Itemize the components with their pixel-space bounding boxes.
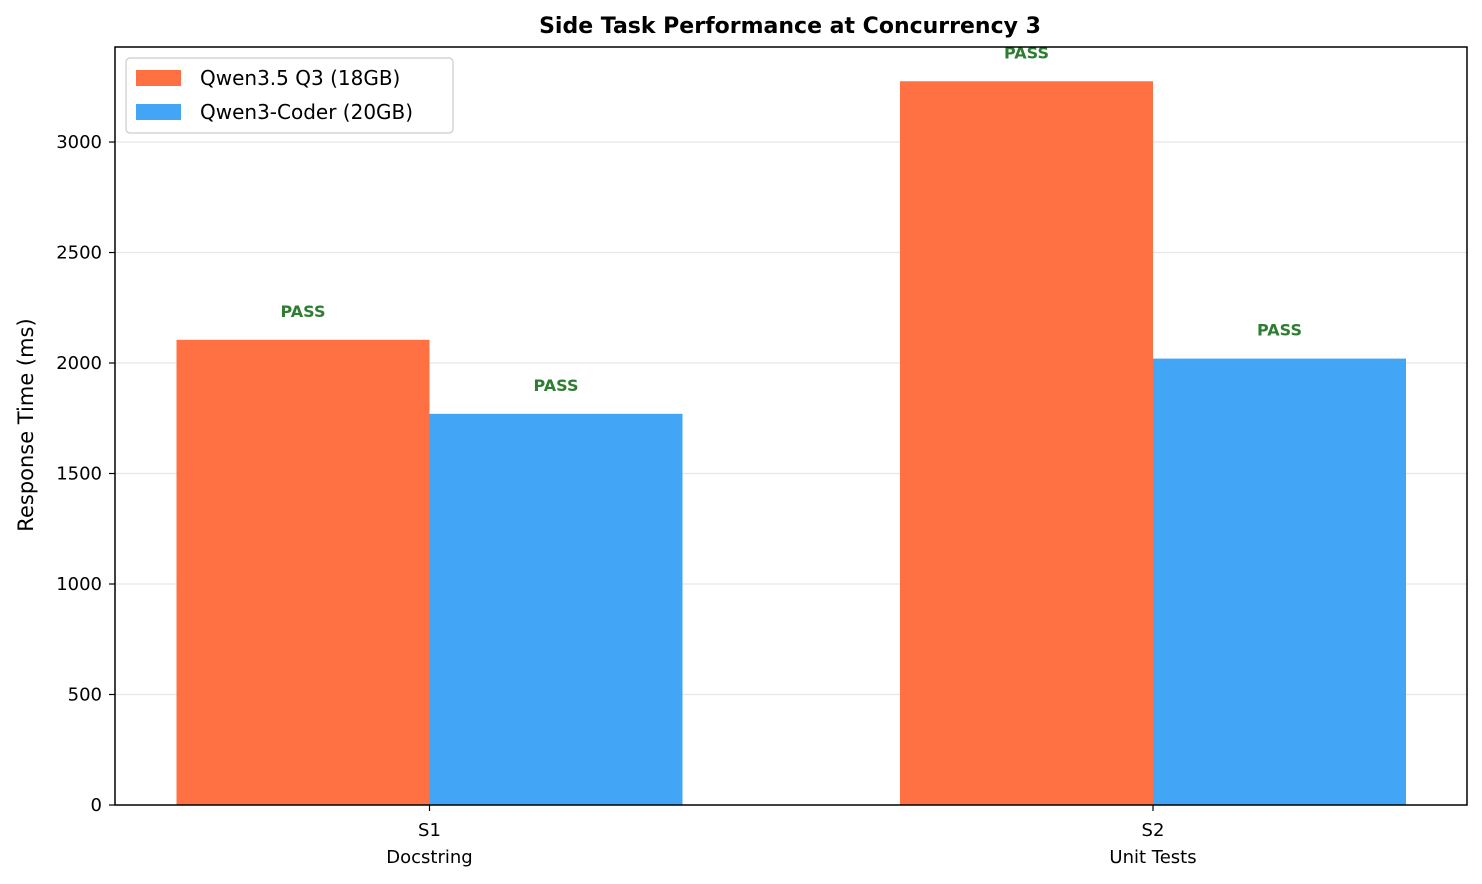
y-tick-label: 500 (68, 685, 102, 706)
bar-s2-series-2 (1153, 359, 1406, 805)
x-tick-label-code: S1 (418, 820, 441, 841)
bar-s1-series-2 (430, 414, 683, 805)
x-tick-label-name: Docstring (386, 847, 472, 868)
bar-status-label: PASS (1004, 43, 1049, 62)
y-tick-label: 0 (91, 795, 102, 816)
bar-status-label: PASS (1257, 321, 1302, 340)
legend: Qwen3.5 Q3 (18GB) Qwen3-Coder (20GB) (126, 58, 453, 133)
legend-swatch (136, 104, 181, 120)
y-tick-label: 3000 (56, 132, 102, 153)
legend-swatch (136, 70, 181, 86)
y-axis-label: Response Time (ms) (14, 318, 38, 531)
bar-s2-series-1 (900, 81, 1153, 805)
legend-label: Qwen3.5 Q3 (18GB) (200, 66, 400, 90)
legend-label: Qwen3-Coder (20GB) (200, 100, 413, 124)
y-tick-label: 1000 (56, 574, 102, 595)
bar-status-label: PASS (281, 302, 326, 321)
chart-title: Side Task Performance at Concurrency 3 (539, 14, 1041, 39)
bar-status-label: PASS (534, 376, 579, 395)
x-tick-label-name: Unit Tests (1109, 847, 1196, 868)
x-tick-label-code: S2 (1142, 820, 1165, 841)
y-tick-label: 2000 (56, 353, 102, 374)
y-tick-label: 2500 (56, 243, 102, 264)
y-tick-label: 1500 (56, 464, 102, 485)
bar-s1-series-1 (177, 340, 430, 805)
